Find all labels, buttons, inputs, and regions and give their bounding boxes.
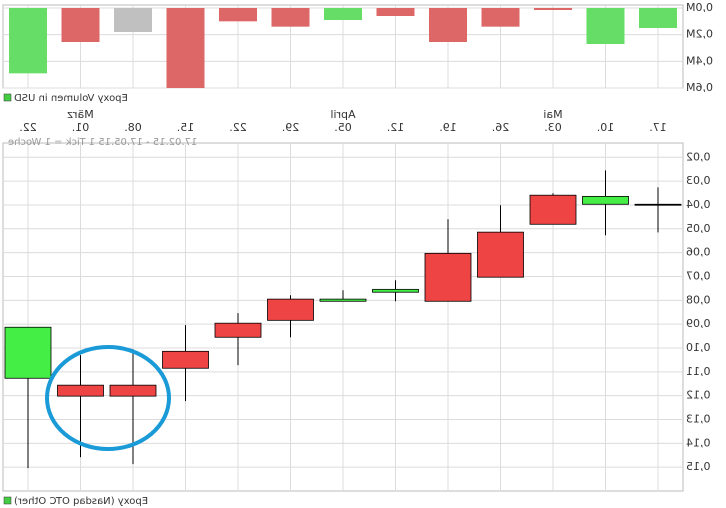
- y-tick-label: 0,15: [686, 460, 711, 473]
- candle-body: [424, 252, 472, 302]
- y-tick-label: 0,0M: [686, 1, 713, 14]
- volume-bar: [639, 8, 677, 28]
- volume-bar: [481, 8, 520, 27]
- candle-body: [57, 384, 104, 397]
- y-tick-label: 0,02: [686, 150, 711, 163]
- highlight-circle: [45, 345, 171, 451]
- x-tick-label: 10.: [597, 121, 615, 134]
- y-tick-label: 0,06: [686, 246, 711, 259]
- x-tick-label: 29.: [282, 121, 300, 134]
- candle-body: [267, 298, 314, 321]
- x-tick-label: 26.: [492, 121, 510, 134]
- x-tick-label: 15.: [177, 121, 195, 134]
- month-label: Mai: [543, 108, 562, 121]
- y-tick-label: 0,2M: [686, 28, 713, 41]
- y-tick-label: 0,13: [686, 412, 711, 425]
- x-tick-label: 22.: [19, 121, 37, 134]
- y-tick-label: 0,08: [686, 293, 711, 306]
- candle-body: [634, 203, 682, 206]
- x-tick-label: 01.: [72, 121, 90, 134]
- candle-body: [4, 326, 52, 379]
- x-tick-label: 17.: [649, 121, 667, 134]
- volume-bar: [114, 8, 152, 32]
- candle-body: [582, 195, 629, 205]
- candle-body: [529, 194, 577, 225]
- y-tick-label: 0,4M: [686, 54, 713, 67]
- x-tick-label: 03.: [544, 121, 562, 134]
- candle-body: [319, 298, 367, 302]
- legend-label: Epoxy Volumen in USD: [14, 93, 128, 104]
- legend-label: Epoxy (Nasdaq OTC Other): [14, 496, 148, 507]
- info-text: 17.02.15 - 17.05.15 1 Tick = 1 Woche: [8, 137, 197, 148]
- y-tick-label: 0,12: [686, 389, 711, 402]
- y-tick-label: 0,09: [686, 317, 711, 330]
- volume-bar: [324, 8, 362, 20]
- volume-bar: [376, 8, 415, 16]
- candle-body: [162, 350, 209, 369]
- x-tick-label: 05.: [334, 121, 352, 134]
- month-label: April: [330, 108, 355, 121]
- y-tick-label: 0,11: [686, 365, 711, 378]
- x-tick-label: 12.: [387, 121, 405, 134]
- y-tick-label: 0,10: [686, 341, 711, 354]
- volume-bar: [61, 8, 100, 42]
- volume-bar: [429, 8, 467, 42]
- y-tick-label: 0,05: [686, 222, 711, 235]
- volume-bar: [534, 8, 572, 10]
- volume-bar: [586, 8, 625, 44]
- legend-swatch: [3, 93, 12, 102]
- x-tick-label: 08.: [124, 121, 142, 134]
- volume-bar: [271, 8, 310, 27]
- y-tick-label: 0,6M: [686, 81, 713, 94]
- y-tick-label: 0,14: [686, 436, 711, 449]
- y-tick-label: 0,03: [686, 174, 711, 187]
- candle-body: [109, 384, 157, 397]
- candle-body: [214, 322, 262, 338]
- month-label: März: [67, 108, 94, 121]
- y-tick-label: 0,07: [686, 269, 711, 282]
- candle-body: [477, 231, 524, 278]
- volume-bar: [9, 8, 47, 74]
- volume-bar: [219, 8, 257, 22]
- candle-body: [372, 288, 419, 293]
- y-tick-label: 0,04: [686, 198, 711, 211]
- legend-swatch: [3, 496, 12, 505]
- x-tick-label: 19.: [439, 121, 457, 134]
- x-tick-label: 22.: [229, 121, 247, 134]
- volume-bar: [166, 8, 205, 88]
